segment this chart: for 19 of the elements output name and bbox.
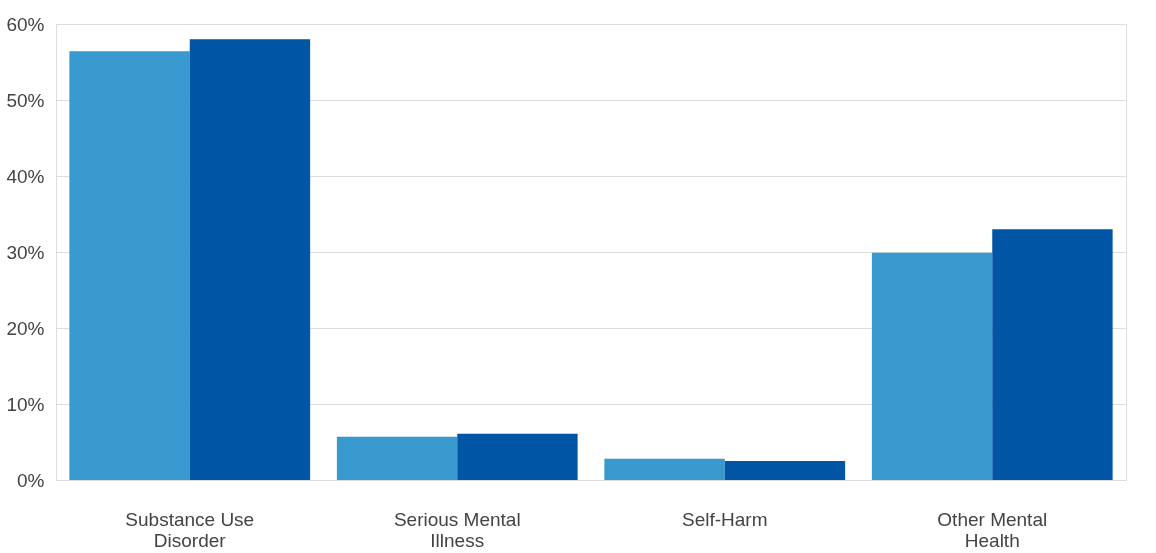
bar bbox=[69, 51, 190, 480]
y-tick-label: 30% bbox=[6, 241, 45, 263]
y-tick-label: 20% bbox=[6, 317, 45, 339]
bar bbox=[992, 229, 1113, 480]
x-tick-label: Serious Mental Illness bbox=[393, 508, 521, 551]
bar bbox=[457, 433, 578, 480]
y-tick-label: 40% bbox=[6, 165, 45, 187]
bar bbox=[724, 461, 846, 480]
y-tick-label: 10% bbox=[6, 393, 45, 415]
x-tick-label: Substance Use Disorder bbox=[125, 508, 255, 551]
bar bbox=[189, 39, 311, 480]
x-tick-label: Self-Harm bbox=[681, 508, 768, 530]
bar bbox=[604, 458, 725, 480]
y-tick-label: 60% bbox=[6, 13, 45, 35]
bar bbox=[336, 436, 458, 480]
bar bbox=[871, 252, 993, 480]
x-tick-label: Other Mental Health bbox=[937, 508, 1048, 551]
y-tick-label: 50% bbox=[6, 89, 45, 111]
y-tick-label: 0% bbox=[17, 469, 45, 491]
